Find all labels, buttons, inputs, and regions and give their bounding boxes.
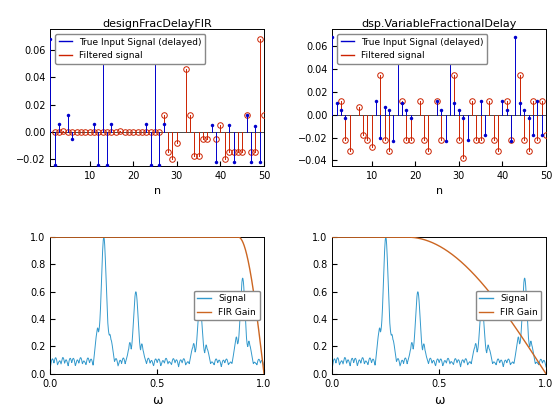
X-axis label: ω: ω [434,394,445,407]
Title: dsp.VariableFractionalDelay: dsp.VariableFractionalDelay [362,18,517,29]
Title: designFracDelayFIR: designFracDelayFIR [102,18,212,29]
X-axis label: n: n [153,186,161,197]
Legend: True Input Signal (delayed), Filtered signal: True Input Signal (delayed), Filtered si… [337,34,487,64]
Legend: Signal, FIR Gain: Signal, FIR Gain [194,291,259,320]
Legend: Signal, FIR Gain: Signal, FIR Gain [476,291,542,320]
Legend: True Input Signal (delayed), Filtered signal: True Input Signal (delayed), Filtered si… [55,34,206,64]
X-axis label: n: n [436,186,443,197]
X-axis label: ω: ω [152,394,162,407]
